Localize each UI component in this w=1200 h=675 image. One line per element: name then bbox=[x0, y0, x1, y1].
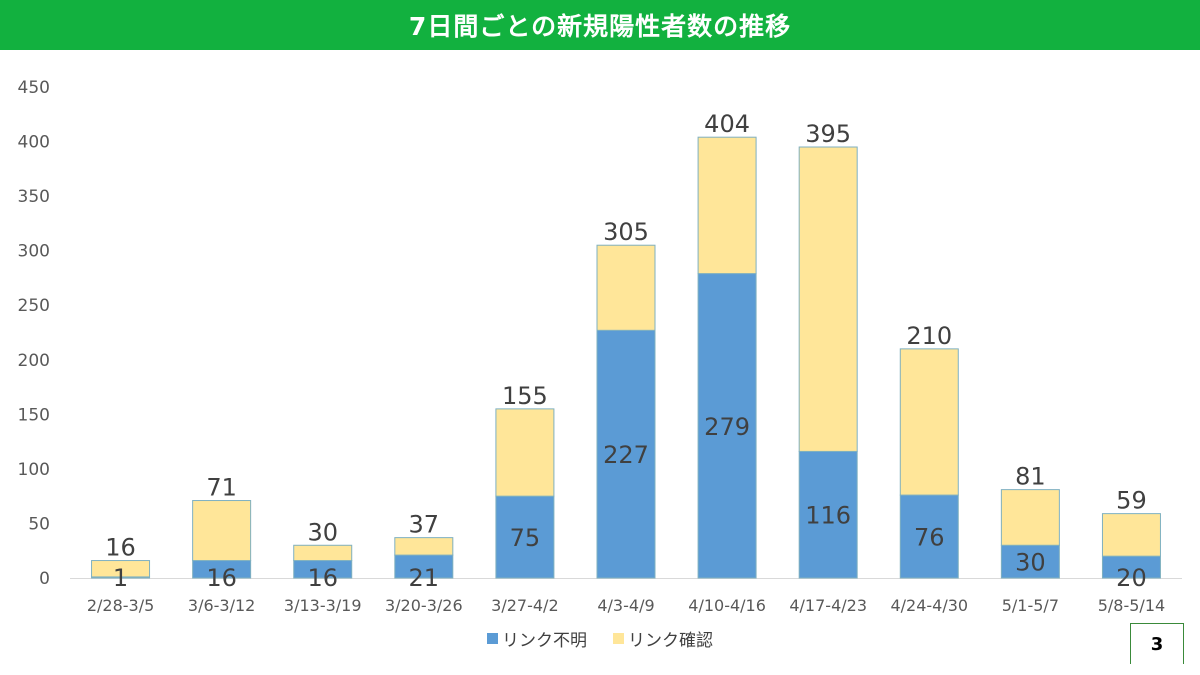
bar-label-total: 81 bbox=[1015, 463, 1046, 491]
bar-label-total: 305 bbox=[603, 218, 649, 246]
bar-confirmed bbox=[596, 244, 656, 331]
bar-confirmed bbox=[91, 560, 151, 578]
bar-label-unknown: 1 bbox=[113, 564, 128, 592]
y-tick-label: 0 bbox=[39, 569, 50, 589]
bar-unknown bbox=[697, 273, 757, 579]
legend: リンク不明 リンク確認 bbox=[0, 626, 1200, 651]
bar-label-unknown: 116 bbox=[805, 502, 851, 530]
bar-label-total: 210 bbox=[906, 322, 952, 350]
bar-label-unknown: 279 bbox=[704, 413, 750, 441]
x-tick-label: 3/27-4/2 bbox=[491, 596, 558, 615]
bar-label-unknown: 30 bbox=[1015, 549, 1046, 577]
bar-label-total: 37 bbox=[409, 511, 440, 539]
x-tick-label: 2/28-3/5 bbox=[87, 596, 154, 615]
bar-confirmed bbox=[1000, 489, 1060, 546]
y-tick-label: 400 bbox=[18, 133, 50, 153]
legend-label-confirmed: リンク確認 bbox=[628, 631, 713, 651]
bar-confirmed bbox=[798, 146, 858, 452]
x-tick-label: 4/10-4/16 bbox=[688, 596, 766, 615]
y-tick-label: 350 bbox=[18, 187, 50, 207]
legend-swatch-confirmed bbox=[613, 633, 624, 644]
y-tick-label: 450 bbox=[18, 78, 50, 98]
bar-unknown bbox=[798, 450, 858, 579]
bar-confirmed bbox=[899, 348, 959, 496]
y-tick-label: 50 bbox=[28, 514, 50, 534]
bar-label-total: 395 bbox=[805, 120, 851, 148]
y-tick-label: 200 bbox=[18, 351, 50, 371]
bar-confirmed bbox=[192, 500, 252, 562]
bar-label-total: 71 bbox=[206, 474, 237, 502]
bar-unknown bbox=[899, 494, 959, 579]
bar-confirmed bbox=[1101, 513, 1161, 557]
bar-confirmed bbox=[495, 408, 555, 497]
bar-label-unknown: 21 bbox=[409, 564, 440, 592]
x-tick-label: 4/17-4/23 bbox=[789, 596, 867, 615]
bar-label-total: 59 bbox=[1116, 487, 1147, 515]
x-tick-label: 5/8-5/14 bbox=[1098, 596, 1165, 615]
bar-label-total: 155 bbox=[502, 382, 548, 410]
page-number: 3 bbox=[1130, 623, 1184, 664]
y-tick-label: 100 bbox=[18, 460, 50, 480]
bar-label-total: 30 bbox=[307, 518, 338, 546]
bar-label-unknown: 75 bbox=[510, 524, 541, 552]
bar-unknown bbox=[1000, 544, 1060, 579]
x-tick-label: 3/20-3/26 bbox=[385, 596, 463, 615]
bar-confirmed bbox=[293, 544, 353, 562]
bar-confirmed bbox=[697, 136, 757, 275]
x-tick-label: 4/24-4/30 bbox=[890, 596, 968, 615]
y-tick-label: 250 bbox=[18, 296, 50, 316]
legend-swatch-unknown bbox=[487, 633, 498, 644]
chart-title: 7日間ごとの新規陽性者数の推移 bbox=[408, 12, 792, 41]
legend-label-unknown: リンク不明 bbox=[502, 631, 587, 651]
legend-item-unknown: リンク不明 bbox=[487, 626, 587, 651]
bar-label-total: 16 bbox=[105, 534, 136, 562]
legend-item-confirmed: リンク確認 bbox=[613, 626, 713, 651]
y-tick-label: 150 bbox=[18, 405, 50, 425]
x-tick-label: 4/3-4/9 bbox=[597, 596, 654, 615]
title-bar: 7日間ごとの新規陽性者数の推移 bbox=[0, 0, 1200, 50]
x-tick-label: 3/6-3/12 bbox=[188, 596, 255, 615]
bar-label-unknown: 16 bbox=[307, 564, 338, 592]
x-tick-label: 3/13-3/19 bbox=[284, 596, 362, 615]
bar-label-unknown: 227 bbox=[603, 441, 649, 469]
bar-label-unknown: 16 bbox=[206, 564, 237, 592]
bar-label-total: 404 bbox=[704, 110, 750, 138]
bar-label-unknown: 20 bbox=[1116, 564, 1147, 592]
x-tick-label: 5/1-5/7 bbox=[1002, 596, 1059, 615]
bar-confirmed bbox=[394, 537, 454, 556]
bar-label-unknown: 76 bbox=[914, 524, 945, 552]
y-tick-label: 300 bbox=[18, 242, 50, 262]
